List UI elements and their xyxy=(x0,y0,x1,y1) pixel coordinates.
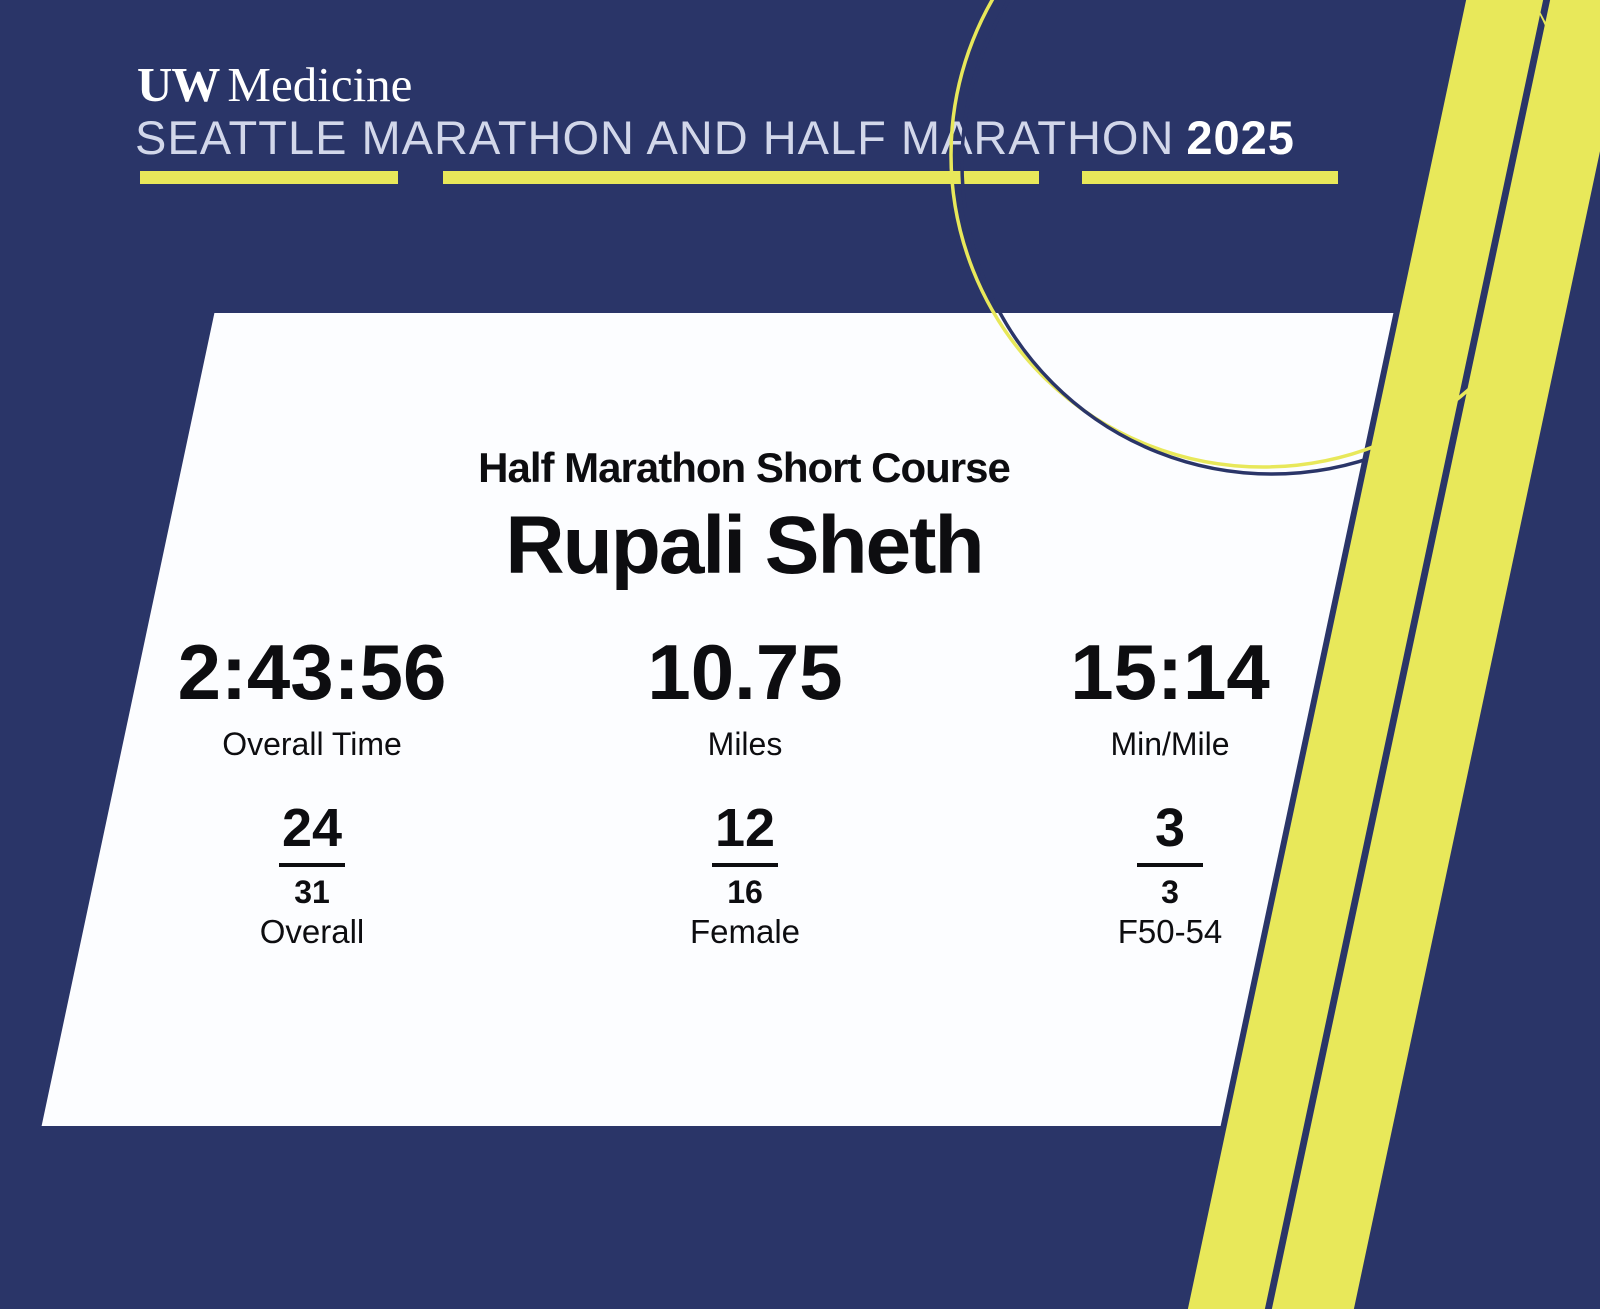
stat-value: 2:43:56 xyxy=(177,628,447,716)
title-underline-segment-1 xyxy=(140,171,398,184)
stat-pace: 15:14 Min/Mile 3 3 F50-54 xyxy=(940,633,1400,963)
rank-number: 3 xyxy=(1154,798,1186,858)
rank-number: 24 xyxy=(281,798,343,858)
title-underline-segment-2 xyxy=(443,171,1039,184)
uw-medicine-logo: UW Medicine xyxy=(137,56,412,113)
title-underline-segment-3 xyxy=(1082,171,1338,184)
rank-total: 16 xyxy=(727,874,763,910)
rank-total: 3 xyxy=(1161,874,1179,910)
event-title: SEATTLE MARATHON AND HALF MARATHON 2025 xyxy=(135,110,1295,165)
rank-total: 31 xyxy=(294,874,330,910)
stat-overall-time: 2:43:56 Overall Time 24 31 Overall xyxy=(82,633,542,963)
stat-label: Miles xyxy=(707,726,783,762)
event-title-text: SEATTLE MARATHON AND HALF MARATHON xyxy=(135,111,1175,164)
fraction-line xyxy=(279,863,345,867)
logo-medicine-text: Medicine xyxy=(227,57,413,112)
stat-value: 15:14 xyxy=(1070,628,1270,716)
stat-value: 10.75 xyxy=(647,628,843,716)
stat-label: Min/Mile xyxy=(1110,726,1230,762)
race-name: Half Marathon Short Course xyxy=(478,444,1011,491)
fraction-line xyxy=(712,863,778,867)
rank-number: 12 xyxy=(714,798,776,858)
event-year: 2025 xyxy=(1186,111,1295,164)
athlete-name: Rupali Sheth xyxy=(505,500,984,591)
stat-miles: 10.75 Miles 12 16 Female xyxy=(515,633,975,963)
rank-division: F50-54 xyxy=(1117,913,1223,950)
rank-division: Female xyxy=(689,913,801,950)
logo-uw-text: UW xyxy=(137,57,220,112)
stat-label: Overall Time xyxy=(222,726,402,762)
rank-division: Overall xyxy=(259,913,365,950)
fraction-line xyxy=(1137,863,1203,867)
